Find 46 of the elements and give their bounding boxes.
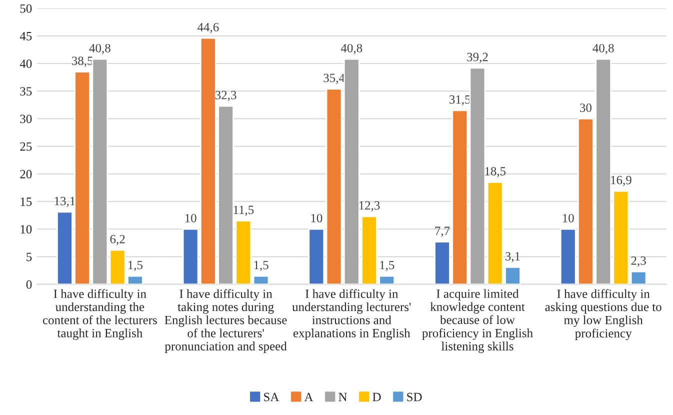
data-label: 2,3 <box>631 256 646 267</box>
data-label: 7,7 <box>435 226 450 237</box>
y-tick-label: 10 <box>20 225 32 234</box>
data-label: 1,5 <box>380 260 394 272</box>
data-label: 6,2 <box>110 234 125 246</box>
data-label: 31,5 <box>450 95 470 106</box>
legend-label: SD <box>407 392 422 402</box>
y-tick-label: 30 <box>20 114 32 124</box>
data-label: 38,5 <box>72 56 93 67</box>
y-tick-label: 45 <box>20 32 32 40</box>
data-label: 35,4 <box>324 74 345 84</box>
data-label: 3,1 <box>506 252 520 262</box>
data-label: 30 <box>580 104 592 112</box>
x-tick-label: I have difficulty in understanding lecturers' instructions and explanations in English <box>292 289 411 340</box>
y-tick-label: 5 <box>26 252 32 262</box>
x-tick-label: I have difficulty in taking notes during English lectures because of the lecturers' pronunciation and speed <box>164 289 287 353</box>
y-tick-label: 50 <box>20 4 32 13</box>
data-label: 40,8 <box>592 44 614 54</box>
y-tick-label: 15 <box>20 198 32 206</box>
data-label: 1,5 <box>254 260 268 272</box>
data-label: 18,5 <box>485 167 506 178</box>
y-tick-label: 35 <box>20 87 32 96</box>
legend-label: N <box>338 392 347 402</box>
data-label: 12,3 <box>359 201 380 212</box>
y-tick-label: 25 <box>20 142 32 151</box>
data-label: 44,6 <box>197 23 219 34</box>
data-label: 40,8 <box>89 44 110 54</box>
x-tick-label: I have difficulty in asking questions due to my low English proficiency <box>545 289 662 340</box>
legend-label: A <box>304 392 314 402</box>
data-label: 32,3 <box>215 90 236 102</box>
legend-label: SA <box>264 392 280 402</box>
legend-label: D <box>372 392 381 402</box>
data-label: 16,9 <box>611 176 632 186</box>
x-tick-label: I have difficulty in understanding the content of the lecturers taught in English <box>42 289 157 340</box>
data-label: 10 <box>562 214 574 222</box>
x-tick-label: I acquire limited knowledge content because of low proficiency in English listening skills <box>422 289 533 354</box>
data-label: 10 <box>185 214 196 222</box>
data-label: 39,2 <box>467 52 488 64</box>
y-tick-label: 40 <box>20 60 32 68</box>
data-label: 1,5 <box>128 260 143 272</box>
data-label: 40,8 <box>340 44 362 54</box>
data-label: 10 <box>311 214 322 222</box>
data-label: 11,5 <box>234 206 254 216</box>
data-label: 13,1 <box>54 196 75 208</box>
y-tick-label: 0 <box>26 280 32 289</box>
y-tick-label: 20 <box>20 170 32 178</box>
